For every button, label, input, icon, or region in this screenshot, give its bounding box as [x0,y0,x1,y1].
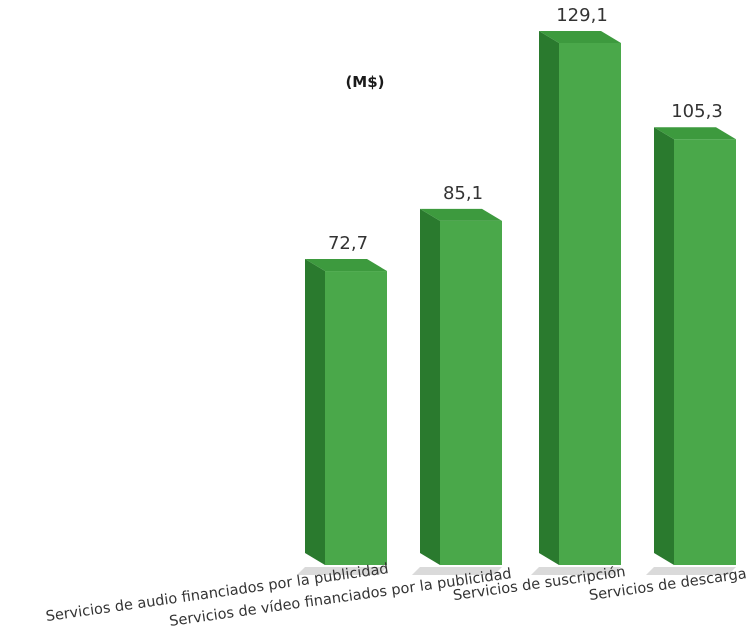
category-labels-group: Servicios de audio financiados por la pu… [45,561,748,630]
bar-front-face [325,271,387,565]
bar-side-face [539,31,559,565]
data-label: 85,1 [443,183,483,204]
chart-unit-title: (M$) [345,73,384,91]
bar [531,31,621,575]
bar [412,208,502,575]
bar-side-face [420,208,440,565]
bar-shadow [646,567,736,575]
bar-top-face [420,208,502,221]
data-label: 129,1 [556,5,608,26]
bar-top-face [539,31,621,43]
bar-top-face [654,127,736,140]
data-label: 72,7 [328,233,368,254]
bars-group [297,31,736,575]
bar-front-face [559,43,621,565]
bar-top-face [305,259,387,272]
bar [646,127,736,575]
bar-shadow [531,567,621,575]
bar-front-face [674,139,736,566]
bar [297,259,387,575]
bar-side-face [305,259,325,565]
data-label: 105,3 [671,101,723,122]
bar-shadow [297,567,387,575]
bar-front-face [440,220,502,565]
bar-shadow [412,567,502,575]
bar-side-face [654,127,674,566]
value-labels-group: 72,7 85,1 129,1 105,3 [328,5,723,254]
